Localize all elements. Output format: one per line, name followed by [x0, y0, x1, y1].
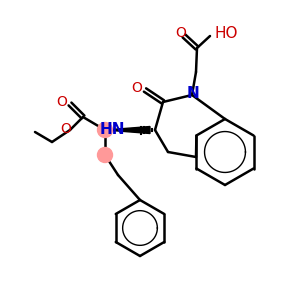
- Text: O: O: [176, 26, 186, 40]
- Circle shape: [98, 122, 112, 137]
- Text: O: O: [132, 81, 142, 95]
- Text: N: N: [187, 85, 200, 100]
- Circle shape: [98, 148, 112, 163]
- Text: O: O: [61, 122, 71, 136]
- Text: O: O: [57, 95, 68, 109]
- Text: HN: HN: [100, 122, 125, 137]
- Text: HO: HO: [215, 26, 238, 40]
- Polygon shape: [105, 127, 150, 134]
